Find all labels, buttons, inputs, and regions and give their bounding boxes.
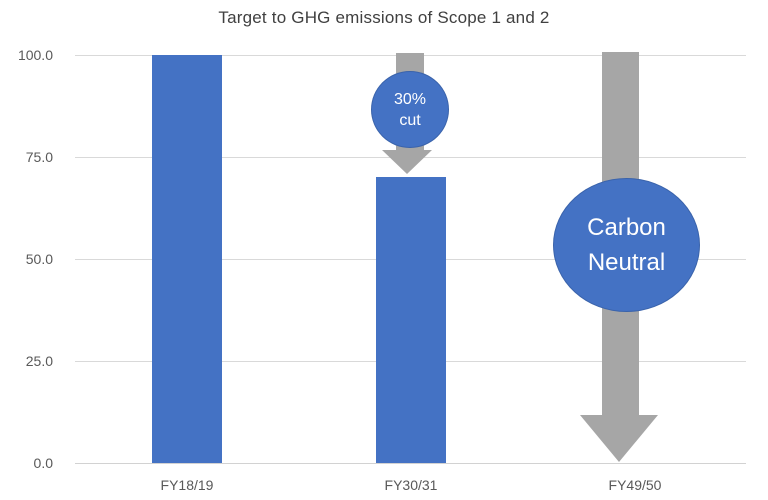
x-category-label: FY18/19 xyxy=(160,477,214,493)
y-tick-label: 100.0 xyxy=(17,47,53,63)
bar-fy18-19 xyxy=(152,55,222,463)
down-arrow-head-fy30-31 xyxy=(382,150,432,174)
chart-title: Target to GHG emissions of Scope 1 and 2 xyxy=(218,8,550,27)
x-category-label: FY30/31 xyxy=(384,477,438,493)
annotation-circle-carbon-neutral: Carbon Neutral xyxy=(553,178,700,312)
x-category-label: FY49/50 xyxy=(608,477,662,493)
annotation-text-line: cut xyxy=(399,111,421,129)
annotation-text-line: 30% xyxy=(393,90,427,108)
y-tick-label: 50.0 xyxy=(25,251,53,267)
bar-fy30-31 xyxy=(376,177,446,463)
x-axis-line xyxy=(75,463,746,464)
annotation-text-line: Carbon xyxy=(587,214,666,241)
y-tick-label: 25.0 xyxy=(25,353,53,369)
down-arrow-head-fy49-50 xyxy=(580,415,658,462)
y-tick-label: 0.0 xyxy=(33,455,53,471)
annotation-circle-30pct-cut: 30% cut xyxy=(371,71,449,148)
y-tick-label: 75.0 xyxy=(25,149,53,165)
annotation-text-line: Neutral xyxy=(587,249,666,276)
